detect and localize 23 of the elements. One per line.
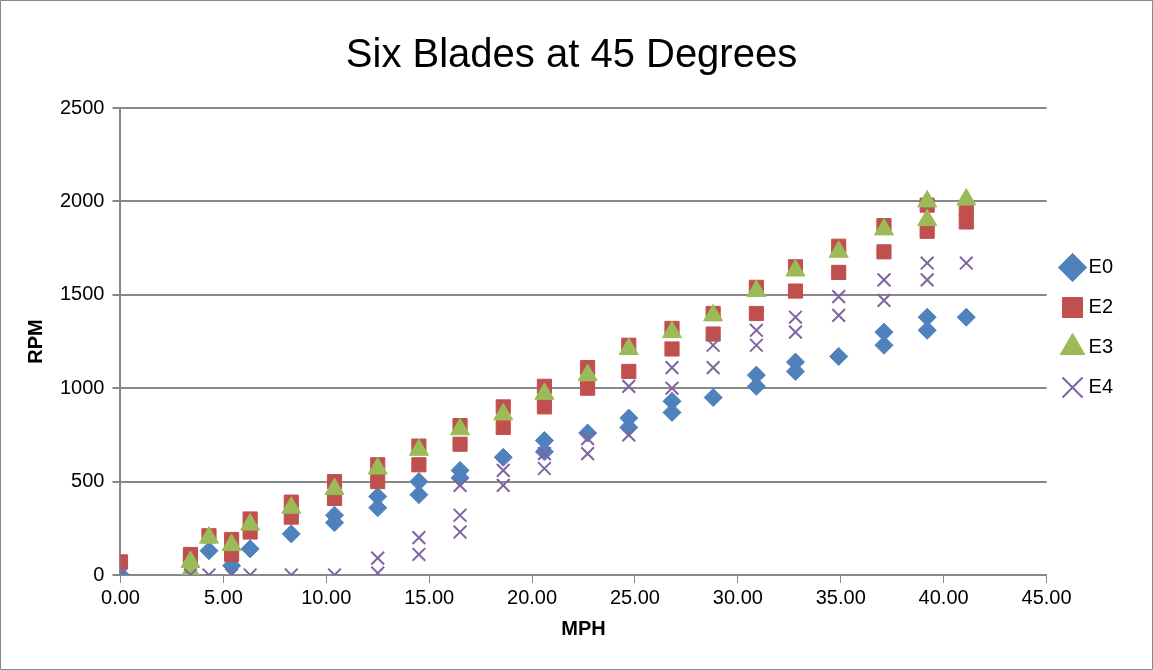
x-tick-label: 0.00: [101, 585, 140, 608]
chart-title: Six Blades at 45 Degrees: [345, 31, 798, 76]
x-tick-label: 5.00: [203, 585, 243, 608]
x-tick-label: 45.00: [1021, 585, 1072, 608]
y-tick-label: 2500: [59, 95, 105, 118]
y-tick-label: 1000: [59, 375, 105, 398]
legend-label: E4: [1088, 375, 1114, 398]
x-tick-label: 30.00: [712, 585, 763, 608]
y-tick-label: 1500: [59, 282, 105, 305]
legend-label: E2: [1088, 295, 1114, 318]
x-tick-label: 10.00: [301, 585, 352, 608]
y-tick-label: 500: [71, 469, 105, 492]
x-tick-label: 40.00: [918, 585, 969, 608]
x-tick-label: 35.00: [815, 585, 866, 608]
legend-label: E3: [1088, 335, 1114, 358]
x-axis-title: MPH: [561, 616, 606, 639]
y-axis-title: RPM: [23, 319, 46, 364]
x-tick-label: 20.00: [507, 585, 558, 608]
y-tick-label: 2000: [59, 188, 105, 211]
y-tick-label: 0: [93, 562, 105, 585]
x-tick-label: 25.00: [609, 585, 660, 608]
x-tick-label: 15.00: [404, 585, 455, 608]
legend-label: E0: [1088, 255, 1114, 278]
